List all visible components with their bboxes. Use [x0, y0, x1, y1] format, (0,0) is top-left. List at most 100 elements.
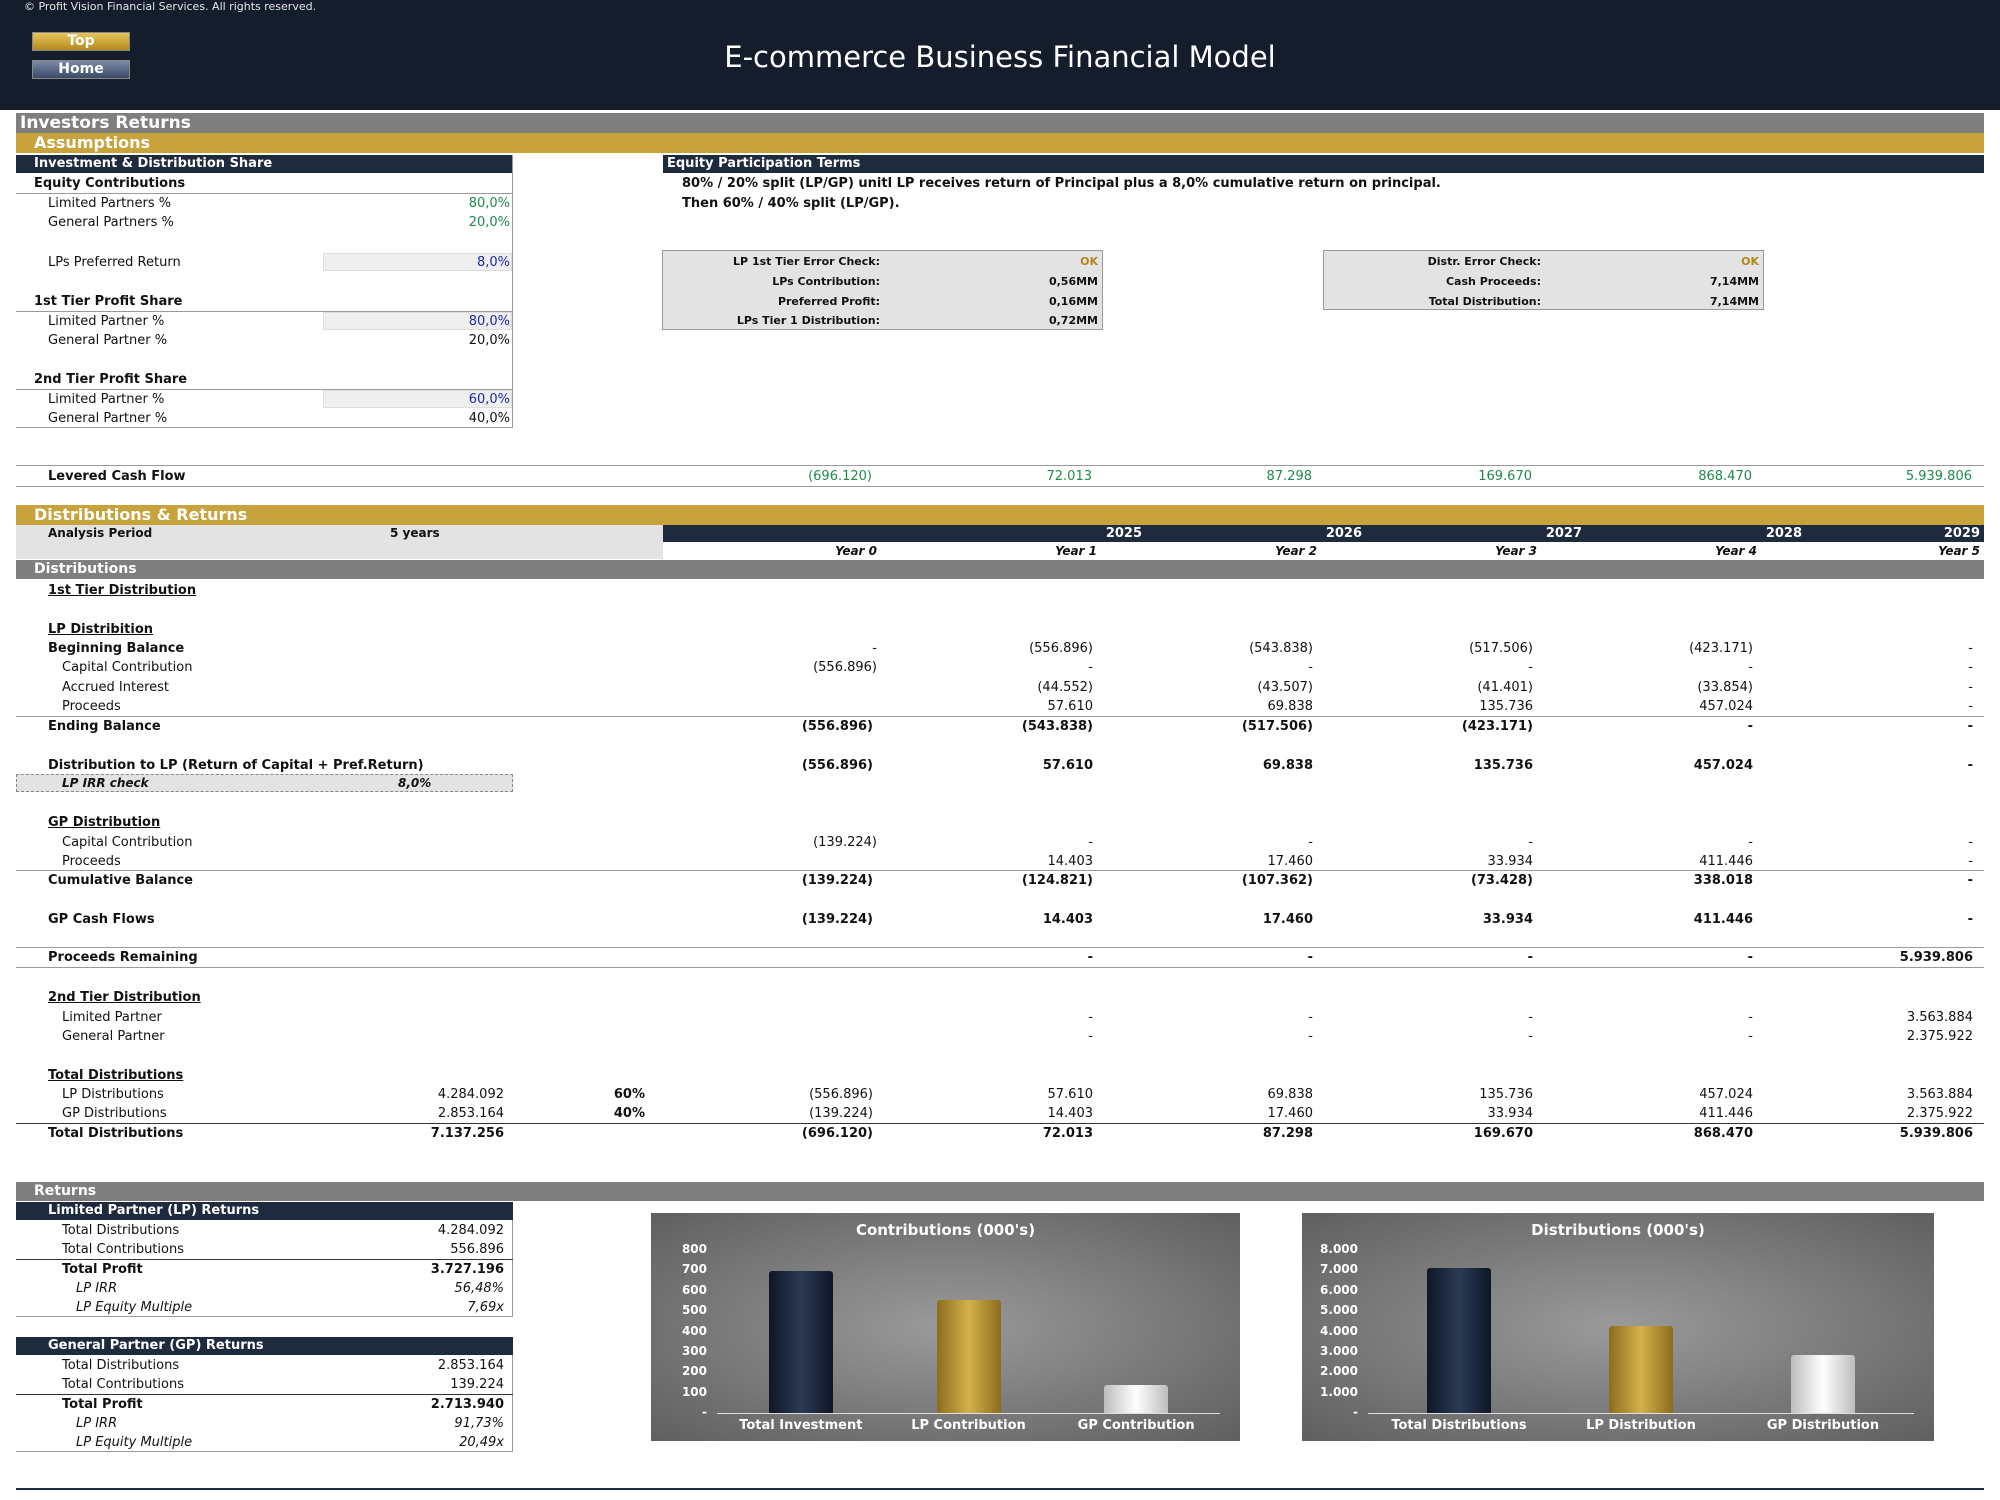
cell: -	[1308, 1010, 1313, 1025]
cell: -	[1307, 950, 1313, 965]
cell: 338.018	[1693, 873, 1753, 888]
cell: -	[1528, 1029, 1533, 1044]
investors-returns-header: Investors Returns	[16, 113, 1984, 133]
period-label: Year 1	[1055, 544, 1097, 558]
cell: -	[1528, 660, 1533, 675]
x-category-label: GP Contribution	[1077, 1418, 1195, 1433]
lp-tier1-check-box: LP 1st Tier Error Check: OK LPs Contribu…	[662, 250, 1103, 330]
t2-lp-input[interactable]	[323, 390, 512, 408]
levered-value: (696.120)	[808, 469, 872, 484]
cell: (139.224)	[801, 873, 873, 888]
check-value: 0,56MM	[1048, 275, 1098, 288]
check-label: LPs Tier 1 Distribution:	[736, 314, 880, 327]
cell: 33.934	[1482, 912, 1533, 927]
cell: 57.610	[1047, 699, 1094, 714]
cell: -	[1748, 660, 1753, 675]
period-label: Year 2	[1275, 544, 1317, 558]
divider	[16, 193, 513, 194]
page-title: E-commerce Business Financial Model	[724, 40, 1276, 74]
year-2029: 2029	[1943, 526, 1980, 541]
cell: (107.362)	[1241, 873, 1313, 888]
cell: -	[1747, 950, 1753, 965]
y-tick-label: 4.000	[1320, 1323, 1358, 1338]
cell: -	[1967, 758, 1973, 773]
contributions-chart: Contributions (000's) - 100 200 300 400 500 60…	[651, 1213, 1240, 1441]
divider	[16, 311, 513, 312]
gp-pct-label: General Partners %	[48, 215, 174, 230]
gp-returns-header: General Partner (GP) Returns	[16, 1337, 513, 1355]
divider	[16, 947, 1984, 948]
cell: 14.403	[1042, 912, 1093, 927]
cell: 87.298	[1262, 1126, 1313, 1141]
top-button[interactable]: Top	[32, 32, 130, 51]
gp-ret-value: 139.224	[450, 1377, 504, 1392]
cell: -	[1308, 835, 1313, 850]
analysis-period-value: 5 years	[390, 526, 440, 540]
cell: -	[1748, 1029, 1753, 1044]
proceeds-remaining-label: Proceeds Remaining	[48, 950, 198, 965]
pref-return-label: LPs Preferred Return	[48, 255, 181, 270]
cell: 3.563.884	[1906, 1010, 1973, 1025]
cell: 14.403	[1047, 854, 1094, 869]
calendar-year-bar: 2025 2026 2027 2028 2029	[663, 525, 1984, 542]
distributions-chart: Distributions (000's) - 1.000 2.000 3.000 4.…	[1302, 1213, 1934, 1441]
cell: 2.853.164	[437, 1106, 504, 1121]
check-label: Distr. Error Check:	[1427, 255, 1541, 268]
cell: -	[1088, 835, 1093, 850]
cell: 7.137.256	[430, 1126, 504, 1141]
gp-capital-label: Capital Contribution	[62, 835, 193, 850]
period-label: Year 4	[1715, 544, 1757, 558]
cell: -	[1308, 1029, 1313, 1044]
t1-lp-input[interactable]	[323, 312, 512, 330]
check-value: 0,72MM	[1048, 314, 1098, 327]
header-banner: © Profit Vision Financial Services. All …	[0, 0, 2000, 110]
check-value: OK	[1080, 255, 1098, 268]
cell: (543.838)	[1021, 719, 1093, 734]
chart-bar	[1791, 1354, 1855, 1413]
chart-bar	[768, 1271, 833, 1413]
cell: -	[872, 641, 877, 656]
lp-ret-label: Total Profit	[62, 1262, 143, 1277]
cumulative-balance-label: Cumulative Balance	[48, 873, 193, 888]
investment-distribution-share-header: Investment & Distribution Share	[16, 155, 513, 173]
bottom-rule	[16, 1488, 1984, 1490]
divider	[16, 1394, 513, 1395]
t2-lp-label: Limited Partner	[62, 1010, 162, 1025]
chart-bar	[936, 1299, 1001, 1413]
t2-lp-label: Limited Partner %	[48, 392, 165, 407]
cell: (41.401)	[1477, 680, 1533, 695]
gp-ret-label: Total Profit	[62, 1397, 143, 1412]
pref-return-input[interactable]	[323, 253, 512, 271]
y-tick-label: 700	[681, 1262, 707, 1277]
cell: (556.896)	[801, 758, 873, 773]
divider	[512, 1220, 513, 1316]
cell: (556.896)	[809, 1087, 873, 1102]
y-tick-label: 3.000	[1320, 1343, 1358, 1358]
gp-distributions-label: GP Distributions	[62, 1106, 167, 1121]
equity-terms-header: Equity Participation Terms	[663, 155, 1984, 173]
y-tick-label: 6.000	[1320, 1282, 1358, 1297]
beginning-balance-label: Beginning Balance	[48, 641, 185, 656]
gp-cash-flows-label: GP Cash Flows	[48, 912, 155, 927]
terms-line-2: Then 60% / 40% split (LP/GP).	[682, 196, 900, 211]
cell: -	[1528, 835, 1533, 850]
cell: 17.460	[1262, 912, 1313, 927]
cell: (43.507)	[1257, 680, 1313, 695]
lp-returns-header: Limited Partner (LP) Returns	[16, 1202, 513, 1220]
period-label: Year 5	[1938, 544, 1980, 558]
cell: 135.736	[1479, 699, 1533, 714]
lp-distributions-label: LP Distributions	[62, 1087, 164, 1102]
cell: -	[1087, 950, 1093, 965]
lp-ret-label: Total Contributions	[62, 1242, 184, 1257]
check-label: Cash Proceeds:	[1445, 275, 1541, 288]
grand-total-label: Total Distributions	[48, 1126, 184, 1141]
home-button[interactable]: Home	[32, 60, 130, 79]
cell: (517.506)	[1241, 719, 1313, 734]
cell: 457.024	[1699, 699, 1753, 714]
y-tick-label: 8.000	[1320, 1242, 1358, 1256]
cell: -	[1747, 719, 1753, 734]
y-tick-label: 600	[681, 1282, 707, 1297]
cell: -	[1528, 1010, 1533, 1025]
t2-gp-value: 40,0%	[468, 411, 510, 426]
x-category-label: Total Investment	[739, 1418, 863, 1433]
